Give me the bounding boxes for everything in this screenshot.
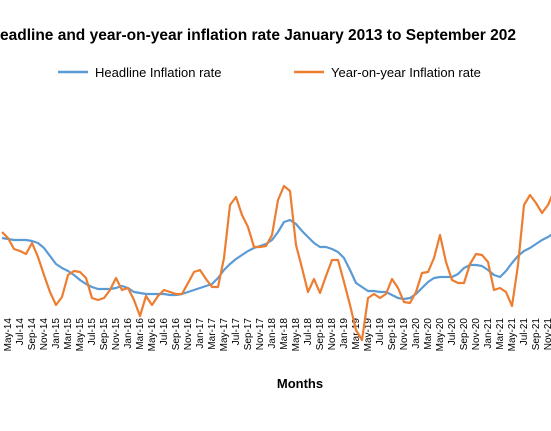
x-tick-label: May-17 bbox=[219, 318, 230, 352]
x-tick-label: Sep-20 bbox=[459, 318, 470, 351]
x-tick-label: Sep-21 bbox=[531, 318, 542, 351]
x-tick-label: Nov-20 bbox=[471, 318, 482, 351]
x-tick-label: Sep-16 bbox=[171, 318, 182, 351]
x-tick-label: May-19 bbox=[363, 318, 374, 352]
x-tick-label: Sep-17 bbox=[243, 318, 254, 351]
x-tick-label: Mar-18 bbox=[279, 318, 290, 350]
x-tick-label: Mar-17 bbox=[207, 318, 218, 350]
x-tick-label: Nov-15 bbox=[111, 318, 122, 351]
x-tick-label: Jan-19 bbox=[339, 318, 350, 349]
x-tick-label: May-18 bbox=[291, 318, 302, 352]
x-tick-label: Jul-21 bbox=[519, 318, 530, 346]
x-tick-label: Jul-19 bbox=[375, 318, 386, 346]
x-tick-label: Sep-19 bbox=[387, 318, 398, 351]
x-tick-label: May-20 bbox=[435, 318, 446, 352]
x-tick-label: May-14 bbox=[3, 318, 14, 352]
x-tick-label: Sep-18 bbox=[315, 318, 326, 351]
x-tick-label: Nov-19 bbox=[399, 318, 410, 351]
x-tick-label: Jul-16 bbox=[159, 318, 170, 346]
series-line bbox=[1, 218, 551, 301]
x-tick-label: Nov-14 bbox=[39, 318, 50, 351]
legend-label: Headline Inflation rate bbox=[95, 65, 221, 80]
x-tick-label: Sep-14 bbox=[27, 318, 38, 351]
x-tick-label: Jan-21 bbox=[483, 318, 494, 349]
x-tick-label: May-15 bbox=[75, 318, 86, 352]
x-tick-label: Jan-15 bbox=[51, 318, 62, 349]
x-tick-label: Nov-21 bbox=[543, 318, 551, 351]
x-tick-label: Nov-17 bbox=[255, 318, 266, 351]
x-tick-label: Mar-21 bbox=[495, 318, 506, 350]
x-tick-label: Sep-15 bbox=[99, 318, 110, 351]
x-tick-label: Mar-16 bbox=[135, 318, 146, 350]
x-tick-label: Jan-17 bbox=[195, 318, 206, 349]
x-tick-label: Jul-17 bbox=[231, 318, 242, 346]
x-tick-label: May-16 bbox=[147, 318, 158, 352]
legend-label: Year-on-year Inflation rate bbox=[331, 65, 481, 80]
x-tick-label: Jan-18 bbox=[267, 318, 278, 349]
x-tick-label: Jan-16 bbox=[123, 318, 134, 349]
x-tick-label: Jul-18 bbox=[303, 318, 314, 346]
x-tick-label: May-21 bbox=[507, 318, 518, 352]
x-tick-label: Jan-20 bbox=[411, 318, 422, 349]
x-tick-label: Mar-15 bbox=[63, 318, 74, 350]
x-tick-label: Jul-15 bbox=[87, 318, 98, 346]
series-line bbox=[1, 184, 551, 342]
x-tick-label: Mar-19 bbox=[351, 318, 362, 350]
x-tick-label: Nov-18 bbox=[327, 318, 338, 351]
x-tick-label: Nov-16 bbox=[183, 318, 194, 351]
x-tick-label: Mar-20 bbox=[423, 318, 434, 350]
x-tick-label: Jul-20 bbox=[447, 318, 458, 346]
chart-title: eadline and year-on-year inflation rate … bbox=[0, 27, 516, 44]
x-tick-label: Jul-14 bbox=[15, 318, 26, 346]
x-axis-label: Months bbox=[277, 376, 323, 391]
